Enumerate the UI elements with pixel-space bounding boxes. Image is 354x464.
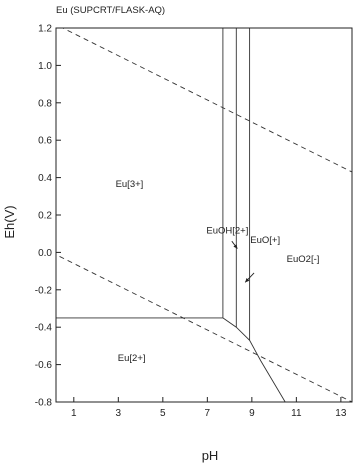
x-tick-label: 9 — [249, 408, 255, 419]
y-tick-label: -0.4 — [35, 323, 53, 334]
x-tick-label: 1 — [71, 408, 77, 419]
x-tick-label: 5 — [160, 408, 166, 419]
region-label: Eu[3+] — [116, 179, 144, 190]
annotation-arrowhead — [245, 278, 250, 283]
y-tick-label: 0.4 — [38, 173, 52, 184]
x-tick-label: 7 — [205, 408, 211, 419]
chart-title: Eu (SUPCRT/FLASK-AQ) — [56, 5, 165, 16]
y-tick-label: 0.2 — [38, 211, 52, 222]
plot-frame — [55, 27, 353, 403]
y-tick-label: 0.8 — [38, 98, 52, 109]
x-tick-label: 11 — [291, 408, 302, 419]
y-tick-label: 0.0 — [38, 248, 52, 259]
plot-area: -0.8-0.6-0.4-0.20.00.20.40.60.81.01.21 3 5… — [35, 24, 353, 419]
y-tick-label: -0.8 — [35, 398, 53, 409]
region-label: EuO2[-] — [287, 254, 320, 265]
boundary-line-5 — [222, 317, 286, 402]
y-tick-label: -0.2 — [35, 285, 53, 296]
water-line-1 — [56, 254, 352, 402]
water-line-0 — [61, 28, 352, 173]
y-tick-label: -0.6 — [35, 360, 53, 371]
region-label: EuO[+] — [250, 235, 280, 246]
y-tick-label: 1.0 — [38, 61, 52, 72]
y-tick-label: 0.6 — [38, 136, 52, 147]
y-tick-label: 1.2 — [38, 24, 52, 35]
y-axis-title: Eh(V) — [2, 205, 17, 238]
region-label: Eu[2+] — [118, 353, 146, 364]
x-tick-label: 13 — [335, 408, 347, 419]
region-label: EuOH[2+] — [206, 226, 248, 237]
x-tick-label: 3 — [116, 408, 122, 419]
x-axis-title: pH — [202, 448, 219, 463]
annotation-arrowhead — [233, 244, 238, 249]
